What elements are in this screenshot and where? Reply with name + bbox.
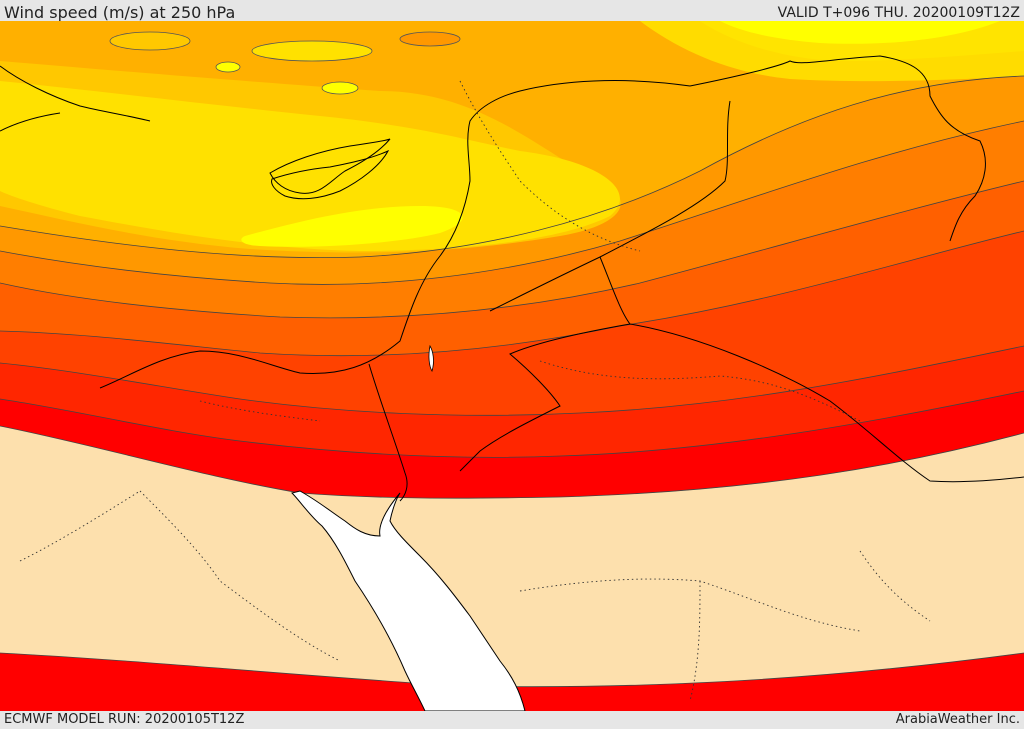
dead-sea <box>428 344 434 372</box>
wind-core-aegean-4 <box>109 31 191 51</box>
wind-core-aegean-3 <box>251 40 373 62</box>
wind-band-southern-jet <box>0 653 1024 711</box>
valid-time-label: VALID T+096 THU. 20200109T12Z <box>777 5 1020 21</box>
red-sea <box>291 490 526 711</box>
wind-core-aegean-5 <box>399 31 461 47</box>
internal-borders <box>19 80 931 702</box>
cyprus <box>271 149 390 200</box>
wind-contours <box>0 75 1024 688</box>
wind-core-aegean-1 <box>321 81 359 95</box>
model-run-label: ECMWF MODEL RUN: 20200105T12Z <box>4 712 245 727</box>
wind-band-2 <box>0 81 620 251</box>
map-header-bar: Wind speed (m/s) at 250 hPa VALID T+096 … <box>0 0 1024 22</box>
wind-band-north-core-2 <box>720 21 1000 44</box>
wind-band-1 <box>241 206 463 247</box>
wind-core-aegean-2 <box>215 61 241 73</box>
map-title: Wind speed (m/s) at 250 hPa <box>4 3 236 22</box>
credit-label: ArabiaWeather Inc. <box>895 712 1020 727</box>
wind-speed-map <box>0 21 1024 711</box>
map-footer-bar: ECMWF MODEL RUN: 20200105T12Z ArabiaWeat… <box>0 711 1024 729</box>
coastlines <box>0 55 1024 502</box>
